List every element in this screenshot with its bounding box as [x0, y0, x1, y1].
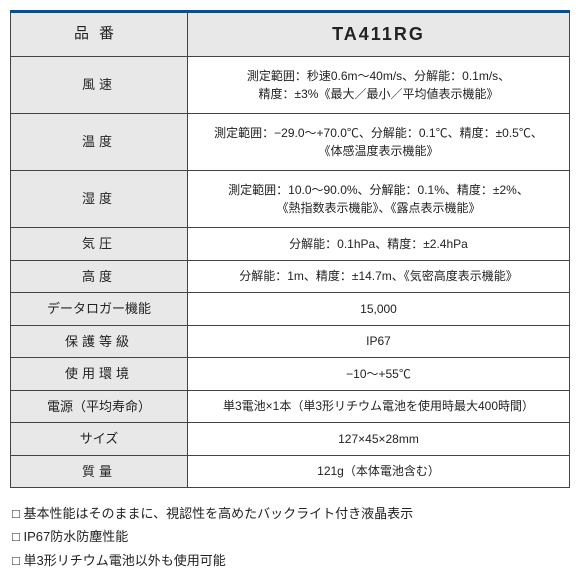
spec-table: 品番 TA411RG 風速測定範囲：秒速0.6m～40m/s、分解能：0.1m/…	[10, 10, 570, 488]
row-value: 分解能：0.1hPa、精度：±2.4hPa	[188, 228, 570, 261]
row-value: 測定範囲：10.0～90.0%、分解能：0.1%、精度：±2%、《熱指数表示機能…	[188, 171, 570, 228]
row-value: 127×45×28mm	[188, 423, 570, 456]
row-label: 風速	[11, 57, 188, 114]
row-value: IP67	[188, 325, 570, 358]
row-label: 質量	[11, 455, 188, 488]
header-value: TA411RG	[188, 12, 570, 57]
row-value: 121g（本体電池含む）	[188, 455, 570, 488]
note-line: □ IP67防水防塵性能	[10, 525, 570, 548]
row-value: 単3電池×1本（単3形リチウム電池を使用時最大400時間）	[188, 390, 570, 423]
row-value: 分解能：1m、精度：±14.7m、《気密高度表示機能》	[188, 260, 570, 293]
row-label: 気圧	[11, 228, 188, 261]
notes: □ 基本性能はそのままに、視認性を高めたバックライト付き液晶表示□ IP67防水…	[10, 502, 570, 572]
row-label: 使用環境	[11, 358, 188, 391]
note-line: □ 基本性能はそのままに、視認性を高めたバックライト付き液晶表示	[10, 502, 570, 525]
row-label: データロガー機能	[11, 293, 188, 326]
row-value: 測定範囲：秒速0.6m～40m/s、分解能：0.1m/s、精度：±3%《最大／最…	[188, 57, 570, 114]
row-label: 高度	[11, 260, 188, 293]
row-value: 測定範囲：−29.0～+70.0℃、分解能：0.1℃、精度：±0.5℃、《体感温…	[188, 114, 570, 171]
note-line: □ 単3形リチウム電池以外も使用可能	[10, 549, 570, 572]
row-label: 電源（平均寿命）	[11, 390, 188, 423]
row-label: サイズ	[11, 423, 188, 456]
row-label: 湿度	[11, 171, 188, 228]
row-label: 保護等級	[11, 325, 188, 358]
row-label: 温度	[11, 114, 188, 171]
header-label: 品番	[11, 12, 188, 57]
row-value: 15,000	[188, 293, 570, 326]
row-value: −10～+55℃	[188, 358, 570, 391]
